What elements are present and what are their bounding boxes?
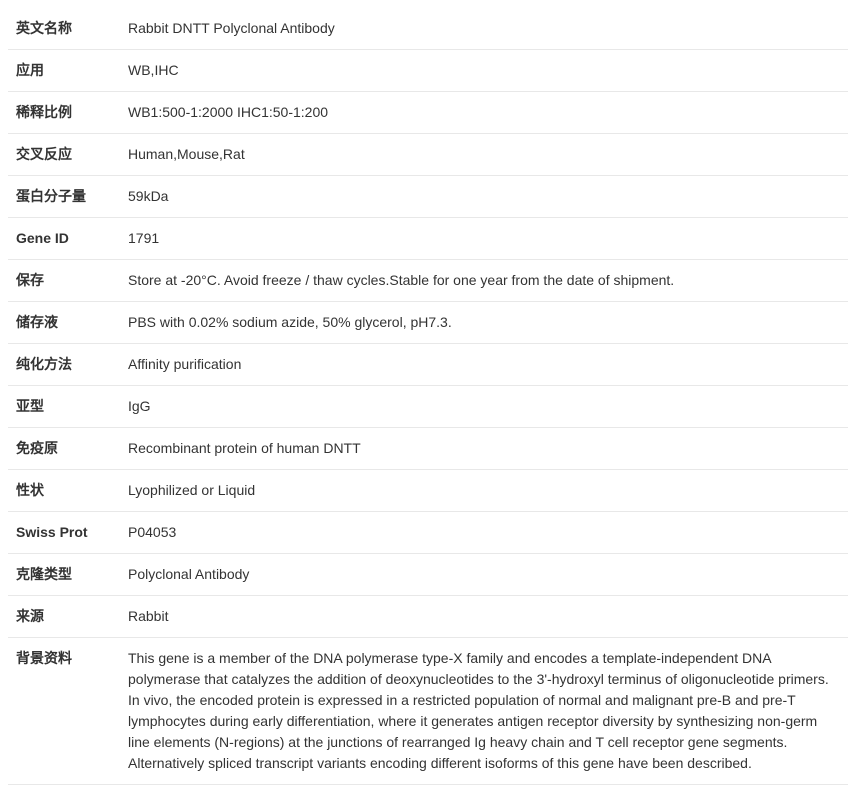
row-label: 储存液 <box>8 302 128 344</box>
row-label: 克隆类型 <box>8 554 128 596</box>
row-label: 蛋白分子量 <box>8 176 128 218</box>
row-label: 背景资料 <box>8 638 128 785</box>
row-value: Store at -20°C. Avoid freeze / thaw cycl… <box>128 260 848 302</box>
table-row: 保存 Store at -20°C. Avoid freeze / thaw c… <box>8 260 848 302</box>
table-row: Gene ID 1791 <box>8 218 848 260</box>
spec-table: 英文名称 Rabbit DNTT Polyclonal Antibody 应用 … <box>8 8 848 785</box>
table-row: Swiss Prot P04053 <box>8 512 848 554</box>
row-value: Affinity purification <box>128 344 848 386</box>
table-row: 免疫原 Recombinant protein of human DNTT <box>8 428 848 470</box>
row-label: 免疫原 <box>8 428 128 470</box>
table-row: 蛋白分子量 59kDa <box>8 176 848 218</box>
row-label: 亚型 <box>8 386 128 428</box>
row-value: WB1:500-1:2000 IHC1:50-1:200 <box>128 92 848 134</box>
row-value: IgG <box>128 386 848 428</box>
table-row: 英文名称 Rabbit DNTT Polyclonal Antibody <box>8 8 848 50</box>
row-value: Polyclonal Antibody <box>128 554 848 596</box>
table-row: 应用 WB,IHC <box>8 50 848 92</box>
row-value: P04053 <box>128 512 848 554</box>
table-row: 储存液 PBS with 0.02% sodium azide, 50% gly… <box>8 302 848 344</box>
table-row: 背景资料 This gene is a member of the DNA po… <box>8 638 848 785</box>
row-label: Swiss Prot <box>8 512 128 554</box>
row-value: Lyophilized or Liquid <box>128 470 848 512</box>
table-row: 克隆类型 Polyclonal Antibody <box>8 554 848 596</box>
spec-table-body: 英文名称 Rabbit DNTT Polyclonal Antibody 应用 … <box>8 8 848 785</box>
row-value: 1791 <box>128 218 848 260</box>
table-row: 纯化方法 Affinity purification <box>8 344 848 386</box>
row-label: 保存 <box>8 260 128 302</box>
row-label: 交叉反应 <box>8 134 128 176</box>
row-value: Rabbit <box>128 596 848 638</box>
row-label: 纯化方法 <box>8 344 128 386</box>
table-row: 来源 Rabbit <box>8 596 848 638</box>
row-value: Recombinant protein of human DNTT <box>128 428 848 470</box>
row-value: WB,IHC <box>128 50 848 92</box>
row-label: 性状 <box>8 470 128 512</box>
row-value: PBS with 0.02% sodium azide, 50% glycero… <box>128 302 848 344</box>
row-value: Human,Mouse,Rat <box>128 134 848 176</box>
table-row: 亚型 IgG <box>8 386 848 428</box>
row-value: This gene is a member of the DNA polymer… <box>128 638 848 785</box>
row-value: 59kDa <box>128 176 848 218</box>
row-label: Gene ID <box>8 218 128 260</box>
row-value: Rabbit DNTT Polyclonal Antibody <box>128 8 848 50</box>
row-label: 应用 <box>8 50 128 92</box>
row-label: 稀释比例 <box>8 92 128 134</box>
row-label: 英文名称 <box>8 8 128 50</box>
table-row: 稀释比例 WB1:500-1:2000 IHC1:50-1:200 <box>8 92 848 134</box>
table-row: 交叉反应 Human,Mouse,Rat <box>8 134 848 176</box>
table-row: 性状 Lyophilized or Liquid <box>8 470 848 512</box>
row-label: 来源 <box>8 596 128 638</box>
